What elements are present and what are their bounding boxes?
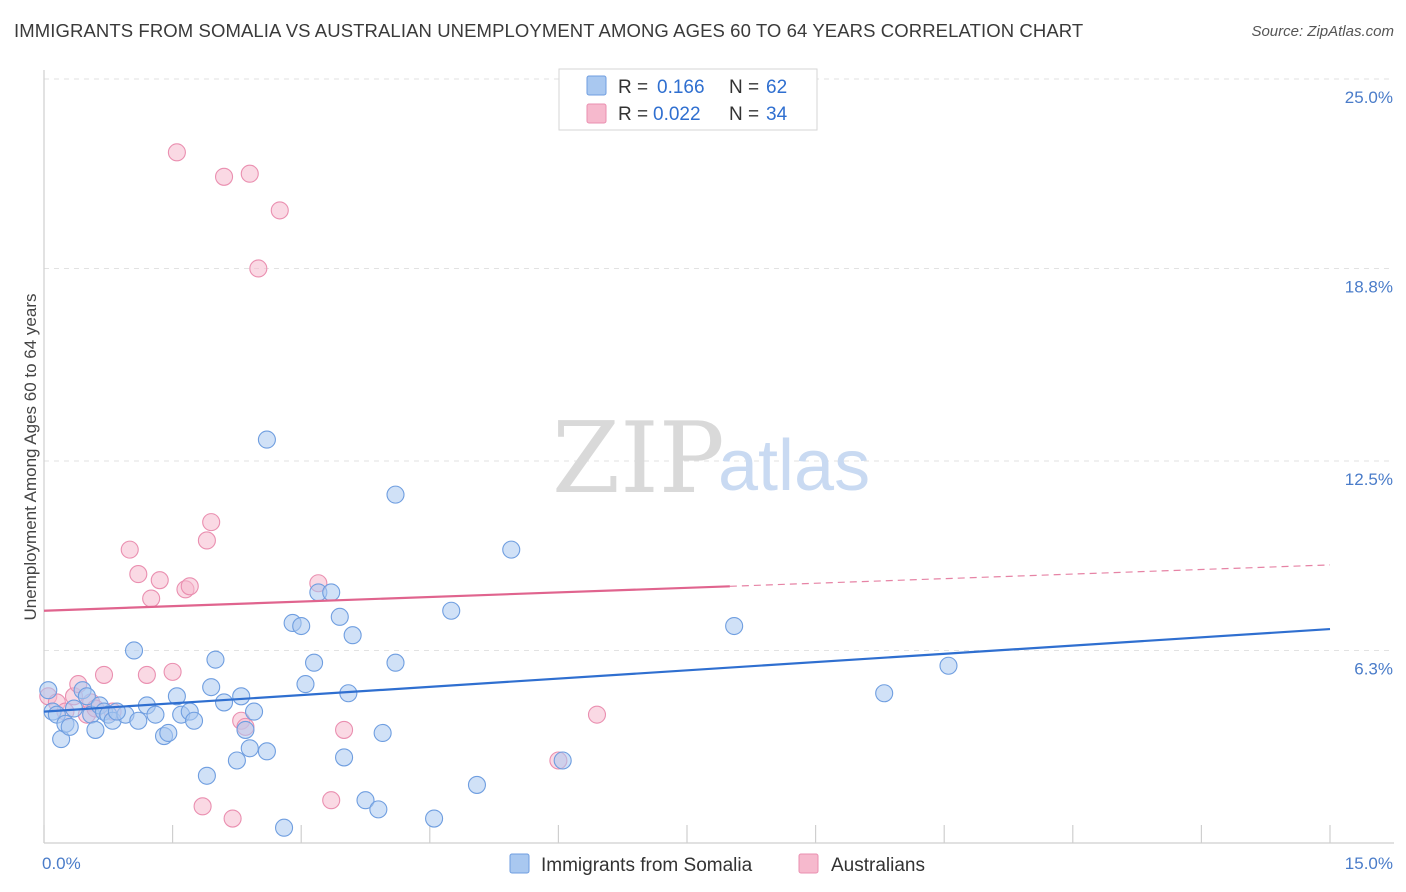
somalia-point-60 [939,656,958,675]
australians-point-27 [249,259,268,278]
somalia-point-52 [386,653,405,672]
legend-r-value-2: 0.022 [653,104,701,125]
somalia-point-30 [227,751,246,770]
somalia-point-58 [725,616,744,636]
somalia-point-19 [146,705,165,724]
bottom-legend-swatch-australians [798,853,819,874]
somalia-point-39 [292,616,311,636]
source-label: Source: ZipAtlas.com [1251,23,1394,40]
australians-point-11 [129,565,148,584]
somalia-point-54 [442,601,461,620]
somalia-point-43 [322,583,341,602]
legend-r-label-1: R = [618,77,648,98]
australians-points [39,143,607,828]
somalia-point-48 [356,791,375,810]
australians-point-16 [167,143,186,162]
somalia-point-10 [86,720,105,739]
somalia-point-59 [875,684,894,703]
australians-point-21 [202,513,221,532]
somalia-point-28 [206,650,225,669]
somalia-point-22 [167,687,186,706]
australians-point-15 [163,662,182,681]
y-tick-label-1: 12.5% [1345,470,1393,489]
somalia-point-29 [214,693,234,712]
watermark-zip: ZIP [552,402,725,516]
legend-n-label-2: N = [729,104,759,125]
somalia-point-56 [502,540,521,559]
australians-point-20 [197,531,216,550]
australians-point-23 [223,809,242,828]
chart-title: IMMIGRANTS FROM SOMALIA VS AUSTRALIAN UN… [14,20,1084,41]
legend-r-value-1: 0.166 [657,77,705,98]
y-tick-label-2: 18.8% [1345,277,1393,296]
gridlines [44,78,1394,651]
somalia-point-32 [236,720,255,739]
somalia-point-33 [240,739,259,758]
legend-swatch-somalia [586,75,607,96]
somalia-point-50 [373,723,392,743]
correlation-legend: R = 0.166 N = 62 R = 0.022 N = 34 [558,68,818,131]
somalia-point-41 [305,653,324,672]
legend-n-label-1: N = [729,77,759,98]
somalia-point-45 [335,748,354,767]
watermark-atlas: atlas [718,426,870,506]
somalia-point-36 [257,742,276,761]
somalia-point-26 [197,766,216,785]
somalia-point-5 [60,717,79,736]
australians-point-19 [193,797,212,816]
y-axis-label: Unemployment Among Ages 60 to 64 years [21,294,40,621]
somalia-point-40 [296,675,315,694]
somalia-trend-line [43,627,1331,713]
australians-point-13 [142,589,161,608]
somalia-point-34 [244,702,264,721]
x-tick-label-max: 15.0% [1345,854,1393,873]
bottom-legend-label-australians: Australians [831,855,925,876]
somalia-point-16 [124,641,144,660]
somalia-point-44 [330,607,349,626]
y-tick-label-3: 25.0% [1345,88,1393,107]
australians-point-8 [94,665,114,684]
australians-point-10 [120,540,139,559]
australians-point-30 [322,791,341,810]
somalia-point-37 [275,818,294,837]
australians-point-12 [137,665,156,684]
somalia-point-47 [343,626,362,645]
y-tick-label-0: 6.3% [1354,659,1393,678]
somalia-point-0 [39,681,58,700]
somalia-point-53 [425,809,444,828]
australians-trend-line [43,585,730,612]
somalia-point-27 [202,678,221,697]
somalia-point-21 [159,723,178,743]
series-legend: Immigrants from Somalia Australians [509,853,925,876]
x-tick-label-min: 0.0% [42,854,81,873]
bottom-legend-label-somalia: Immigrants from Somalia [541,855,753,876]
somalia-point-51 [386,485,405,504]
somalia-point-31 [232,687,251,706]
somalia-point-17 [129,711,148,730]
australians-point-18 [180,577,199,596]
legend-r-label-2: R = [618,104,648,125]
somalia-point-8 [77,687,96,706]
australians-point-14 [150,571,169,590]
bottom-legend-swatch-somalia [509,853,530,874]
legend-n-value-2: 34 [766,104,788,125]
somalia-point-25 [184,711,204,730]
australians-point-31 [335,720,354,739]
legend-n-value-1: 62 [766,77,787,98]
australians-point-26 [240,164,259,183]
somalia-point-55 [467,775,487,794]
somalia-point-49 [369,800,388,819]
x-axis-ticks [43,825,1331,843]
australians-point-22 [214,167,234,186]
australians-trend-line-dashed [729,564,1331,587]
somalia-point-35 [257,430,276,449]
trend-lines [43,564,1331,713]
y-tick-labels: 6.3% 12.5% 18.8% 25.0% [1345,88,1393,678]
australians-point-28 [270,201,289,220]
australians-point-33 [587,705,607,724]
somalia-point-57 [553,751,572,770]
legend-swatch-australians [586,103,607,124]
